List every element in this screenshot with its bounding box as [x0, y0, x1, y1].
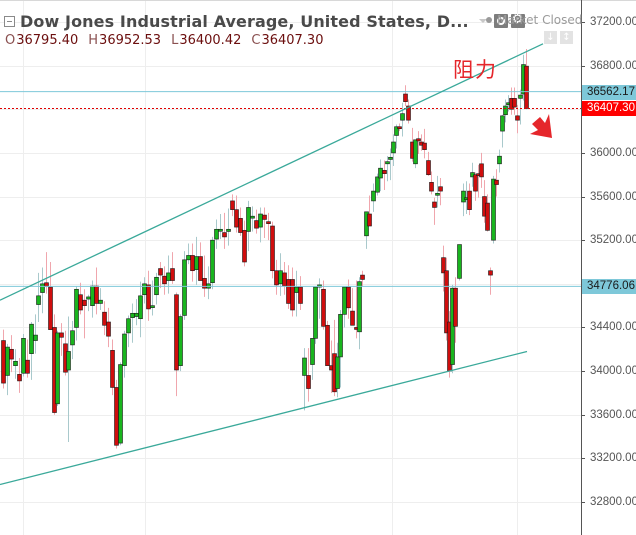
- price-tick-label: 33600.00: [590, 409, 636, 421]
- scale-fit-icon[interactable]: ↕: [560, 31, 573, 44]
- scale-down-icon[interactable]: ↓: [544, 31, 557, 44]
- down-right-arrow-icon: [530, 114, 552, 138]
- chart-legend: Dow Jones Industrial Average, United Sta…: [4, 11, 525, 49]
- ohlc-low: L36400.42: [171, 33, 242, 48]
- price-tick-label: 34000.00: [590, 365, 636, 377]
- ohlc-open: O36795.40: [5, 33, 79, 48]
- status-dot-icon: [486, 17, 492, 23]
- price-tick-label: 32800.00: [590, 496, 636, 508]
- market-status: Market Closed: [486, 13, 582, 27]
- scale-buttons: ↓ ↕: [544, 31, 573, 44]
- gear-icon[interactable]: [510, 12, 525, 28]
- market-status-text: Market Closed: [497, 13, 583, 27]
- price-tick-label: 35600.00: [590, 191, 636, 203]
- price-tag: 36407.30: [582, 101, 636, 116]
- price-tick-label: 36800.00: [590, 60, 636, 72]
- price-tag: 34776.06: [582, 279, 636, 294]
- ohlc-values: O36795.40 H36952.53 L36400.42 C36407.30: [4, 33, 525, 49]
- price-tick-label: 33200.00: [590, 452, 636, 464]
- ohlc-high: H36952.53: [88, 33, 162, 48]
- price-tick-label: 37200.00: [590, 16, 636, 28]
- price-tick-label: 34400.00: [590, 321, 636, 333]
- chevron-down-icon[interactable]: [478, 19, 487, 23]
- drawing-lines: [0, 43, 581, 486]
- price-tick-label: 35200.00: [590, 234, 636, 246]
- price-axis-ticks: [581, 22, 585, 503]
- ohlc-close: C36407.30: [251, 33, 324, 48]
- collapse-icon[interactable]: [4, 15, 15, 27]
- candlestick-series: [1, 48, 529, 449]
- price-tick-label: 36000.00: [590, 147, 636, 159]
- price-tag: 36562.17: [582, 85, 636, 100]
- symbol-title[interactable]: Dow Jones Industrial Average, United Sta…: [20, 11, 469, 31]
- resistance-annotation: 阻力: [453, 58, 497, 82]
- eye-icon[interactable]: [493, 14, 508, 28]
